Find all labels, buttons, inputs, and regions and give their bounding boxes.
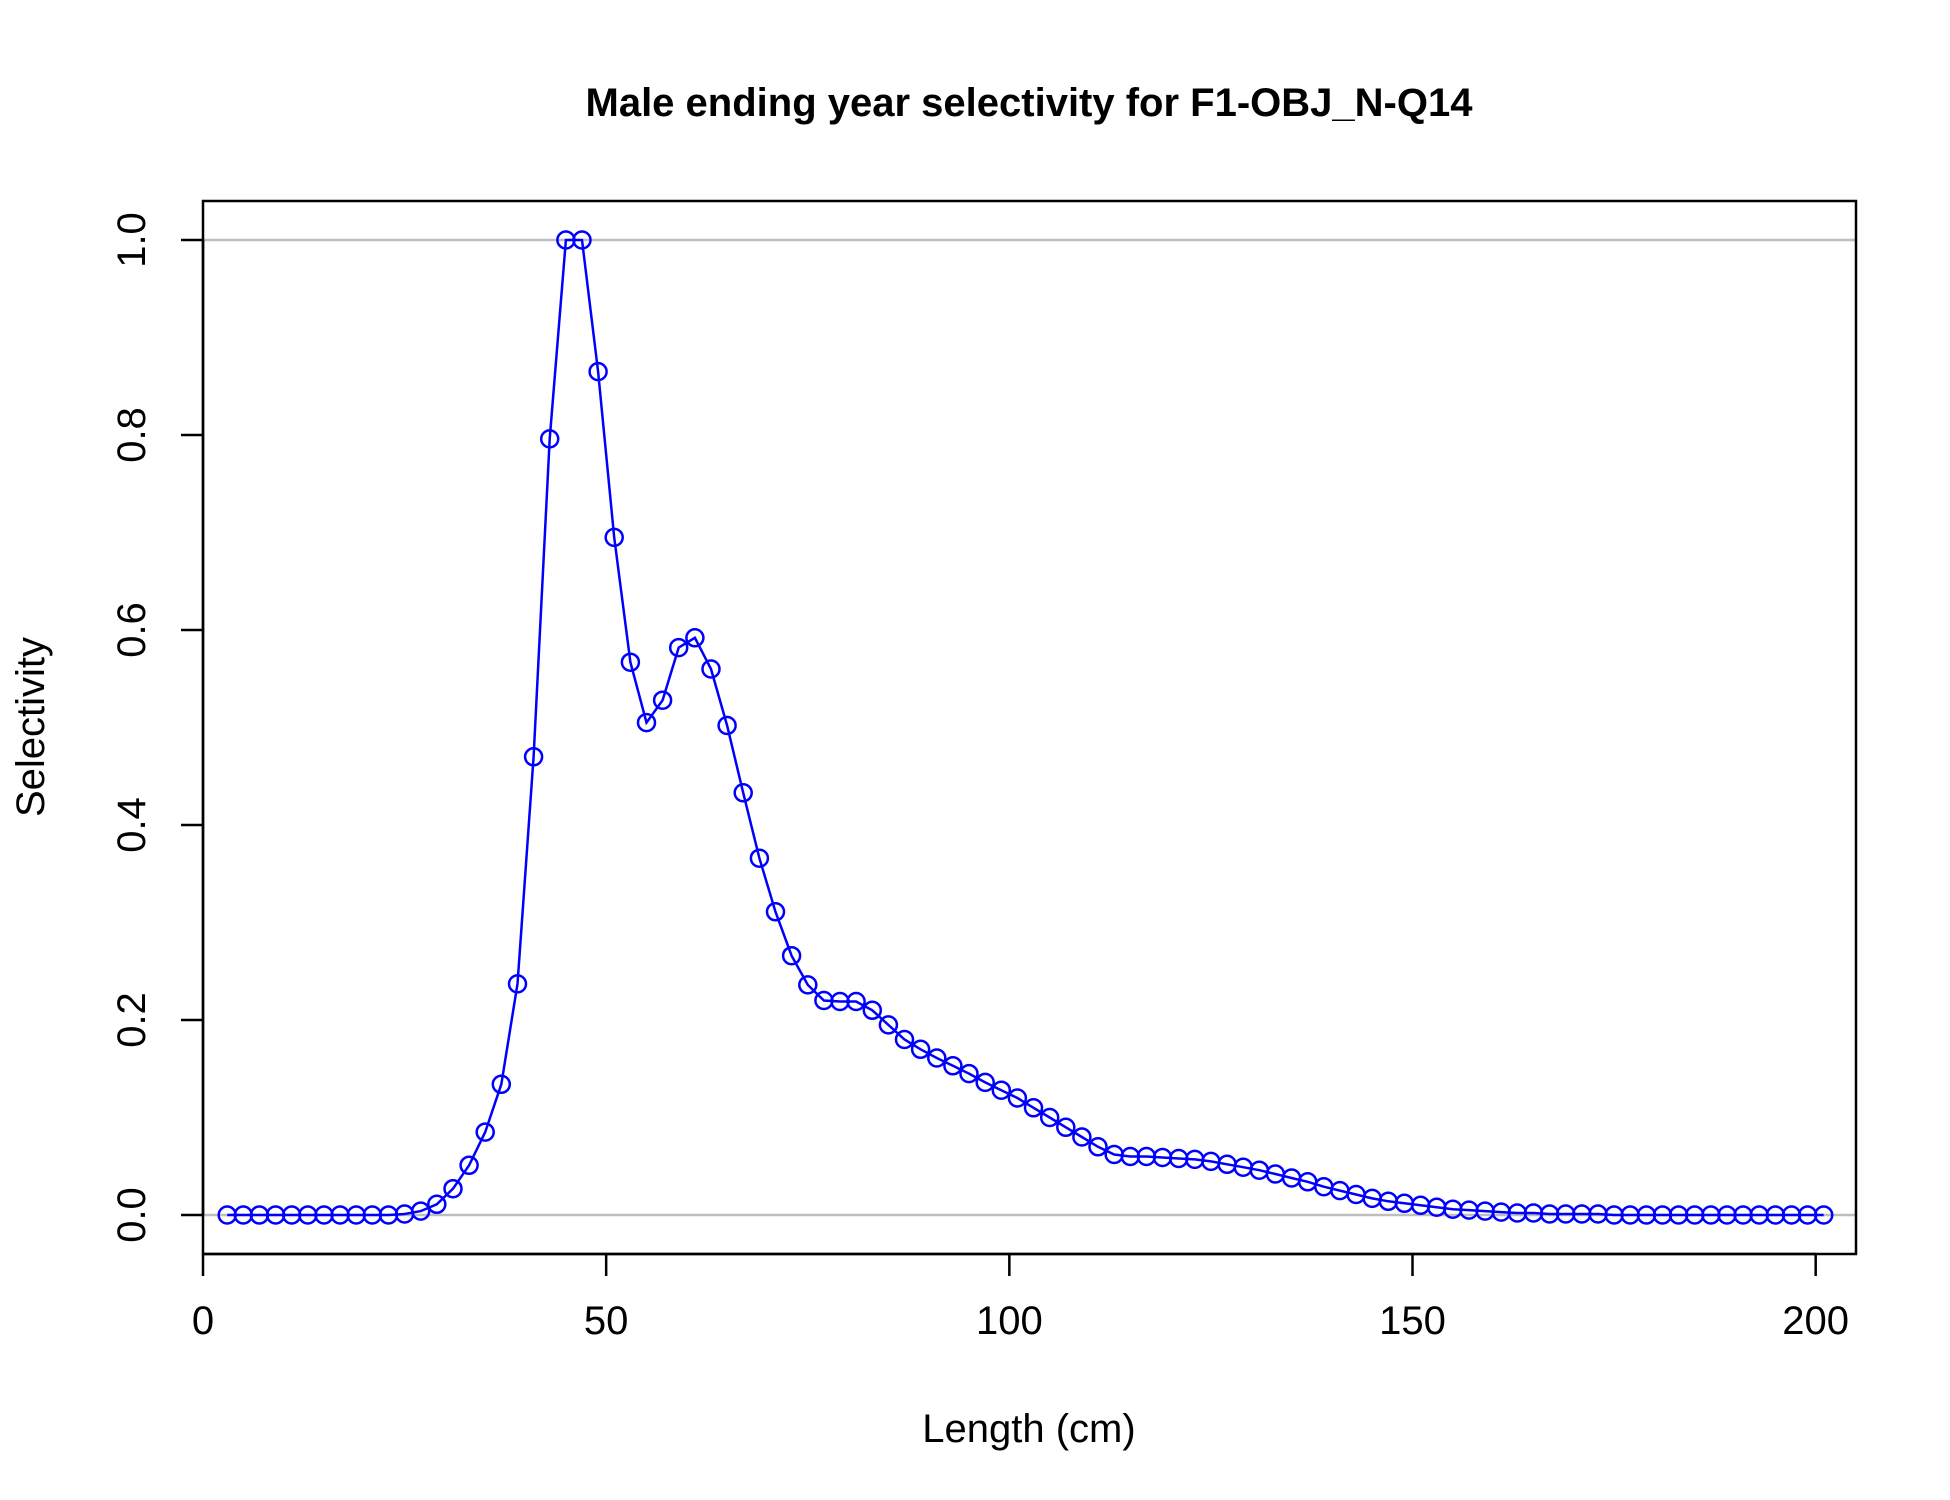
series-layer bbox=[217, 230, 1834, 1225]
y-tick-label: 0.4 bbox=[110, 797, 154, 853]
data-point bbox=[910, 1039, 931, 1060]
data-point bbox=[572, 230, 592, 250]
data-point bbox=[668, 637, 689, 658]
data-point bbox=[410, 1201, 431, 1221]
data-point bbox=[1088, 1137, 1108, 1157]
data-point bbox=[620, 652, 641, 672]
data-point bbox=[459, 1155, 479, 1176]
data-point bbox=[588, 361, 608, 382]
data-point bbox=[507, 974, 528, 994]
x-tick-label: 0 bbox=[192, 1299, 214, 1343]
data-point bbox=[975, 1072, 995, 1093]
data-point bbox=[1813, 1205, 1834, 1225]
y-tick-label: 1.0 bbox=[110, 212, 154, 268]
data-point bbox=[652, 690, 673, 710]
data-point bbox=[604, 527, 624, 548]
data-point bbox=[943, 1056, 963, 1076]
data-point bbox=[539, 429, 560, 449]
data-point bbox=[733, 783, 753, 803]
data-point bbox=[894, 1029, 915, 1050]
data-point bbox=[749, 848, 770, 868]
data-point bbox=[685, 628, 705, 648]
data-point bbox=[991, 1080, 1012, 1100]
data-point bbox=[798, 975, 818, 995]
data-point bbox=[1072, 1127, 1092, 1147]
y-tick-label: 0.6 bbox=[110, 602, 154, 658]
data-point bbox=[927, 1048, 947, 1068]
chart-title: Male ending year selectivity for F1-OBJ_… bbox=[586, 81, 1474, 125]
y-axis: 0.0 0.2 0.4 0.6 0.8 1.0 bbox=[110, 212, 205, 1243]
data-point bbox=[523, 747, 544, 767]
data-point bbox=[636, 712, 657, 733]
data-point bbox=[1023, 1098, 1044, 1118]
data-point bbox=[717, 715, 737, 736]
y-axis-label: Selectivity bbox=[9, 637, 53, 817]
x-axis-label: Length (cm) bbox=[922, 1407, 1135, 1451]
data-point bbox=[443, 1178, 463, 1199]
data-point bbox=[959, 1063, 979, 1084]
data-point bbox=[878, 1015, 899, 1035]
y-tick-label: 0.0 bbox=[110, 1187, 154, 1243]
x-axis: 0 50 100 150 200 bbox=[192, 1252, 1849, 1343]
y-tick-label: 0.2 bbox=[110, 992, 154, 1048]
x-tick-label: 200 bbox=[1782, 1299, 1849, 1343]
data-point bbox=[781, 945, 802, 966]
data-point bbox=[1056, 1117, 1076, 1138]
y-tick-label: 0.8 bbox=[110, 407, 154, 463]
data-point bbox=[475, 1122, 495, 1142]
x-tick-label: 100 bbox=[976, 1299, 1043, 1343]
data-point bbox=[427, 1194, 447, 1215]
data-point bbox=[846, 991, 866, 1012]
x-tick-label: 50 bbox=[584, 1299, 629, 1343]
data-point bbox=[765, 902, 786, 922]
data-point bbox=[862, 1000, 883, 1021]
data-point bbox=[701, 659, 721, 679]
data-point bbox=[491, 1074, 512, 1095]
data-point bbox=[1039, 1107, 1060, 1128]
x-tick-label: 150 bbox=[1379, 1299, 1446, 1343]
data-point bbox=[1007, 1088, 1028, 1108]
